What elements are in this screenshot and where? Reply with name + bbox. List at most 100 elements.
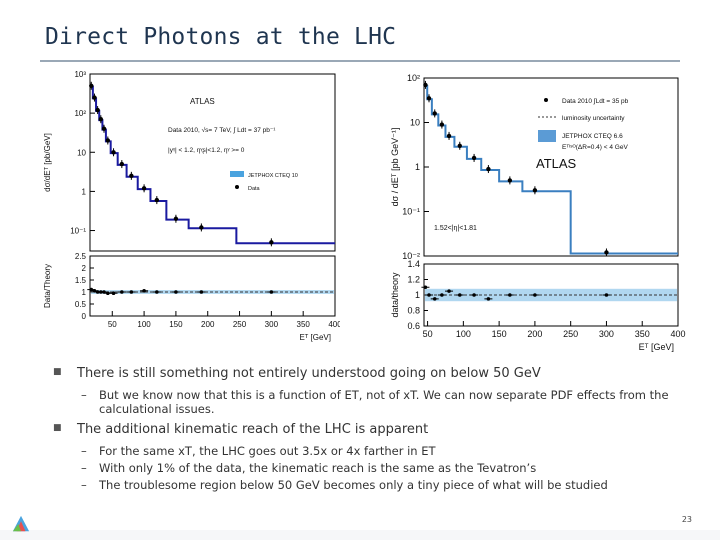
y-tick-label: 10⁻² [402, 251, 420, 261]
ratio-point [486, 297, 491, 301]
data-point [446, 133, 452, 139]
x-axis-label: Eᵀ [GeV] [300, 333, 331, 342]
data-point [457, 143, 462, 148]
legend-label-iso: Eᵀᴵˢᴼ(ΔR=0.4) < 4 GeV [562, 144, 628, 151]
ratio-point [106, 291, 110, 295]
legend-swatch-data [544, 98, 548, 102]
y-tick-label: 10³ [74, 70, 86, 79]
y-tick-label: 10² [407, 73, 420, 83]
bullet-2-sub-1-text: For the same xT, the LHC goes out 3.5x o… [99, 444, 436, 458]
data-point [154, 197, 160, 203]
ratio-y-tick-label: 1 [415, 290, 420, 300]
ratio-point [423, 285, 428, 290]
y-tick-label: 10 [77, 148, 86, 157]
x-tick-label: 50 [108, 320, 117, 329]
right-chart-title: ATLAS [536, 156, 577, 171]
square-bullet-icon: ■ [53, 423, 62, 433]
left-annotation-2: |yᵞ| < 1.2, ηᵞʂ|<1.2, ηᵞ >= 0 [168, 147, 245, 154]
ratio-y-tick-label: 0 [82, 312, 87, 321]
bullet-2-text: The additional kinematic reach of the LH… [77, 422, 429, 437]
legend-label-data: Data 2010 ∫Ldt = 35 pb [562, 98, 629, 105]
data-point [141, 186, 147, 191]
x-tick-label: 400 [328, 320, 340, 329]
ratio-point [129, 290, 134, 294]
y-tick-label: 10⁻¹ [70, 227, 86, 236]
data-point [426, 96, 432, 101]
ratio-point [472, 293, 476, 297]
x-axis-label: Eᵀ [GeV] [639, 342, 674, 352]
y-tick-label: 10 [410, 118, 420, 128]
data-point [269, 240, 274, 245]
right-annotation-eta: 1.52<|η|<1.81 [434, 225, 477, 232]
lab-logo-icon [12, 515, 30, 532]
x-tick-label: 150 [169, 320, 183, 329]
data-point [507, 178, 513, 183]
data-point [439, 122, 445, 127]
x-tick-label: 250 [233, 320, 247, 329]
ratio-y-tick-label: 2.5 [75, 252, 87, 261]
main-frame [89, 73, 336, 252]
ratio-point [533, 293, 537, 297]
left-chart: dσ/dEᵀ [pb/GeV]Data/Theory10³10²10110⁻¹0… [43, 70, 340, 342]
ratio-point [111, 291, 116, 295]
x-tick-label: 300 [265, 320, 279, 329]
x-tick-label: 350 [635, 329, 650, 339]
x-tick-label: 400 [670, 329, 685, 339]
data-point [199, 225, 204, 230]
y-tick-label: 1 [415, 162, 420, 172]
legend-swatch-data [235, 185, 239, 189]
y-tick-label: 10² [74, 109, 86, 118]
ratio-point [604, 293, 609, 297]
bullet-2-sub-2-text: With only 1% of the data, the kinematic … [99, 461, 537, 475]
y-axis-label: dσ/dEᵀ [pb/GeV] [43, 133, 52, 192]
slide-title: Direct Photons at the LHC [45, 24, 397, 50]
x-tick-label: 200 [527, 329, 542, 339]
data-point [101, 126, 107, 131]
legend-label-lumi: luminosity uncertainty [562, 115, 625, 122]
ratio-frame [89, 255, 336, 317]
data-point [471, 155, 477, 161]
data-point [173, 216, 179, 221]
data-point [98, 116, 104, 122]
data-point [89, 83, 94, 88]
ratio-point [174, 290, 178, 294]
ratio-y-axis-label: data/theory [390, 272, 400, 318]
left-annotation-1: Data 2010, √s= 7 TeV, ∫ Ldt = 37 pb⁻¹ [168, 126, 276, 134]
ratio-point [457, 293, 462, 297]
square-bullet-icon: ■ [53, 367, 62, 377]
bullet-2-sub-3-text: The troublesome region below 50 GeV beco… [99, 478, 608, 492]
x-tick-label: 350 [297, 320, 311, 329]
y-tick-label: 10⁻¹ [402, 207, 420, 217]
x-tick-label: 100 [456, 329, 471, 339]
page-number: 23 [681, 515, 692, 524]
ratio-y-tick-label: 1.2 [407, 275, 420, 285]
y-tick-label: 1 [82, 187, 87, 196]
data-point [95, 107, 100, 113]
ratio-point [440, 293, 444, 297]
ratio-y-tick-label: 1 [82, 288, 87, 297]
footer-bar [0, 530, 720, 540]
data-point [119, 161, 125, 167]
ratio-y-tick-label: 0.8 [407, 306, 420, 316]
ratio-point [142, 289, 146, 293]
bullet-1-sub-2-text: calculational issues. [99, 402, 215, 416]
x-tick-label: 50 [423, 329, 433, 339]
ratio-point [432, 297, 437, 301]
ratio-y-tick-label: 1.4 [407, 259, 420, 269]
right-chart: dσ / dEᵀ [pb GeV⁻¹] data/theory 10² 10 1 10⁻¹… [390, 73, 686, 352]
legend-label-theory: JETPHOX CTEQ 6.6 [562, 133, 623, 140]
theory-step-line [91, 85, 335, 245]
left-chart-title: ATLAS [190, 97, 215, 106]
legend-label-theory: JETPHOX CTEQ 10 [248, 173, 298, 179]
ratio-y-tick-label: 0.6 [407, 321, 420, 331]
data-point [111, 150, 116, 155]
x-tick-label: 200 [201, 320, 215, 329]
ratio-point [447, 289, 451, 293]
ratio-y-tick-label: 0.5 [75, 300, 87, 309]
legend-swatch-theory [538, 130, 556, 142]
x-tick-label: 150 [492, 329, 507, 339]
bullet-1-text: There is still something not entirely un… [77, 366, 541, 381]
data-point [423, 82, 428, 88]
ratio-point [269, 290, 274, 294]
ratio-point [155, 290, 159, 294]
